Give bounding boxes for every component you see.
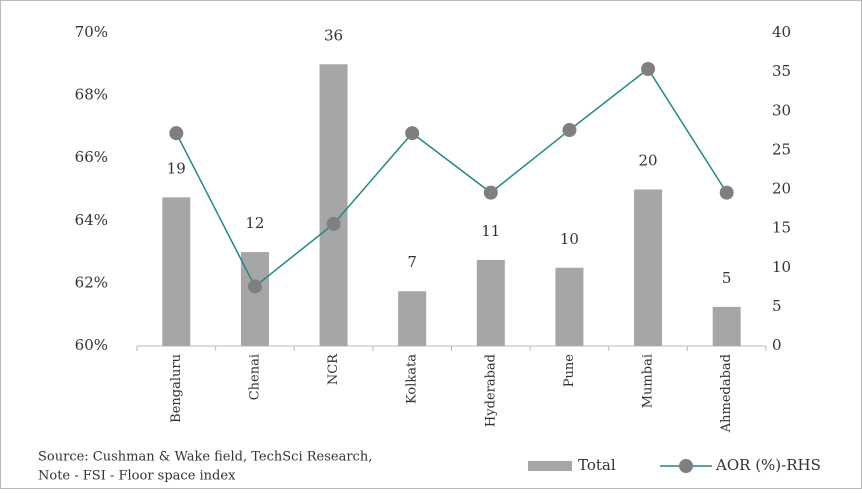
- y-tick-label: 70%: [75, 23, 108, 41]
- y2-tick-label: 20: [772, 180, 791, 198]
- fsi-note: Note - FSI - Floor space index: [38, 469, 236, 484]
- bar: [634, 189, 663, 346]
- marker: [247, 279, 262, 294]
- data-label: 36: [324, 26, 343, 44]
- y2-tick-label: 40: [772, 23, 791, 41]
- data-label: 10: [560, 230, 579, 248]
- x-tick-label: Kolkata: [405, 354, 420, 404]
- data-label: 12: [245, 214, 264, 232]
- bar: [398, 291, 427, 346]
- data-label: 5: [722, 269, 732, 287]
- legend-swatch: [528, 461, 572, 471]
- x-tick-label: Chenai: [247, 354, 262, 400]
- legend-label: Total: [578, 456, 616, 474]
- y2-tick-label: 10: [772, 258, 791, 276]
- x-tick-label: NCR: [326, 353, 341, 385]
- bar: [712, 306, 741, 346]
- y2-tick-label: 0: [772, 336, 782, 354]
- marker: [169, 126, 184, 141]
- bar: [162, 197, 191, 346]
- x-tick-label: Pune: [562, 354, 577, 387]
- data-label: 20: [639, 152, 658, 170]
- data-label: 19: [167, 159, 186, 177]
- marker: [562, 123, 577, 138]
- legend-marker: [679, 459, 693, 473]
- x-tick-label: Bengaluru: [169, 354, 184, 423]
- y-tick-label: 68%: [75, 86, 108, 104]
- y2-tick-label: 25: [772, 140, 791, 158]
- y2-tick-label: 5: [772, 297, 782, 315]
- y-tick-label: 62%: [75, 273, 108, 291]
- marker: [405, 126, 420, 141]
- y-tick-label: 64%: [75, 211, 108, 229]
- x-tick-label: Hyderabad: [483, 354, 498, 427]
- y2-tick-label: 15: [772, 219, 791, 237]
- bar: [476, 259, 505, 346]
- source-note: Source: Cushman & Wake field, TechSci Re…: [38, 450, 372, 465]
- y-tick-label: 66%: [75, 148, 108, 166]
- marker: [483, 185, 498, 200]
- bar: [555, 267, 584, 346]
- y2-tick-label: 35: [772, 62, 791, 80]
- y-tick-label: 60%: [75, 336, 108, 354]
- bar: [319, 64, 348, 347]
- y2-tick-label: 30: [772, 101, 791, 119]
- data-label: 11: [481, 222, 500, 240]
- data-label: 7: [407, 253, 417, 271]
- x-tick-label: Ahmedabad: [719, 354, 734, 433]
- line: [175, 67, 728, 288]
- marker: [326, 216, 341, 231]
- marker: [719, 185, 734, 200]
- legend-label: AOR (%)-RHS: [715, 456, 821, 474]
- x-tick-label: Mumbai: [641, 354, 656, 408]
- marker: [641, 61, 656, 76]
